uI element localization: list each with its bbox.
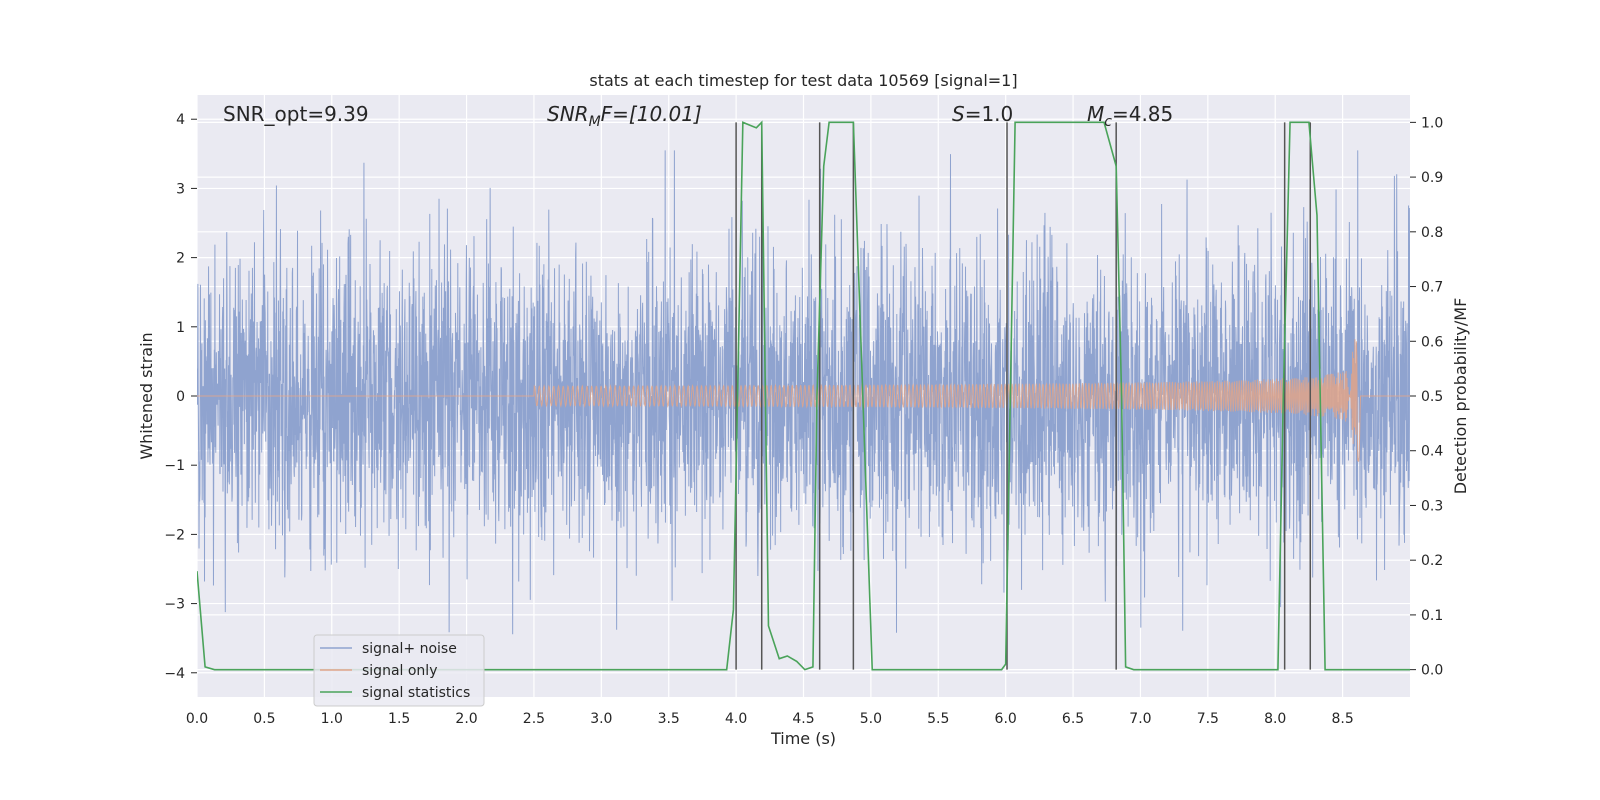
annotation-mc-var: M: [1087, 102, 1104, 126]
y-tick-label-right: 1.0: [1421, 115, 1443, 131]
x-tick-label: 7.0: [1129, 711, 1151, 727]
y-tick-label-right: 0.0: [1421, 663, 1443, 679]
legend-frame: [313, 634, 485, 707]
y-tick-label-right: 0.7: [1421, 280, 1443, 296]
y-tick-label-right: 0.2: [1421, 553, 1443, 569]
y-tick-label-left: −4: [164, 666, 185, 682]
y-axis-label-left: Whitened strain: [137, 332, 156, 459]
chart-title: stats at each timestep for test data 105…: [589, 71, 1017, 90]
x-tick-label: 0.0: [186, 711, 208, 727]
y-tick-label-left: 1: [176, 320, 185, 336]
y-tick-label-right: 0.1: [1421, 608, 1443, 624]
x-tick-label: 3.0: [590, 711, 612, 727]
x-tick-label: 6.5: [1062, 711, 1084, 727]
x-tick-label: 4.5: [792, 711, 814, 727]
annotation-s: S=1.0: [952, 102, 1013, 126]
x-tick-label: 1.5: [388, 711, 410, 727]
x-axis-label: Time (s): [770, 729, 836, 748]
x-tick-label: 2.5: [523, 711, 545, 727]
y-tick-label-right: 0.9: [1421, 170, 1443, 186]
vertical-markers: [735, 122, 1312, 670]
y-axis-label-right: Detection probability/MF: [1451, 298, 1470, 495]
x-tick-label: 2.0: [455, 711, 477, 727]
x-tick-label: 1.0: [321, 711, 343, 727]
legend-label-signal-noise: signal+ noise: [362, 641, 457, 657]
annotation-mc-value: =4.85: [1112, 102, 1173, 126]
x-tick-label: 0.5: [253, 711, 275, 727]
annotation-snr-mf-var: SNR: [547, 102, 589, 126]
x-tick-label: 7.5: [1197, 711, 1219, 727]
annotation-s-var: S: [952, 102, 965, 126]
y-tick-label-left: 2: [176, 251, 185, 267]
y-tick-label-left: −3: [164, 597, 185, 613]
axes-ticks: 0.0 0.5 1.0 1.5 2.0 2.5 3.0 3.5 4.0 4.5 5.0 5.5 6.0 6…: [164, 112, 1443, 727]
annotation-snr-opt: SNR_opt=9.39: [223, 102, 369, 126]
x-tick-label: 3.5: [658, 711, 680, 727]
y-tick-label-right: 0.8: [1421, 225, 1443, 241]
y-tick-label-right: 0.5: [1421, 389, 1443, 405]
series-signal-only: [197, 339, 1410, 462]
y-tick-label-left: −2: [164, 527, 185, 543]
legend-label-signal-statistics: signal statistics: [362, 685, 470, 701]
x-tick-label: 6.0: [995, 711, 1017, 727]
x-tick-label: 8.5: [1331, 711, 1353, 727]
annotation-mc-subscript: c: [1104, 114, 1112, 130]
y-tick-label-left: 3: [176, 181, 185, 197]
annotation-snr-mf-value: F=[10.01]: [601, 102, 702, 126]
y-tick-label-left: −1: [164, 458, 185, 474]
legend: signal+ noise signal only signal statist…: [313, 634, 485, 707]
x-tick-label: 5.0: [860, 711, 882, 727]
annotation-snr-mf: SNRMF=[10.01]: [547, 102, 702, 130]
series-signal-statistics: [197, 120, 1410, 671]
series-signal-noise: [197, 150, 1410, 635]
y-tick-label-right: 0.6: [1421, 334, 1443, 350]
legend-label-signal-only: signal only: [362, 663, 437, 679]
x-tick-label: 8.0: [1264, 711, 1286, 727]
y-tick-label-right: 0.4: [1421, 444, 1443, 460]
x-tick-label: 4.0: [725, 711, 747, 727]
annotation-mc: Mc=4.85: [1087, 102, 1173, 130]
y-tick-label-left: 0: [176, 389, 185, 405]
annotation-s-value: =1.0: [965, 102, 1014, 126]
annotation-snr-mf-subscript: M: [589, 114, 601, 130]
x-tick-label: 5.5: [927, 711, 949, 727]
y-tick-label-right: 0.3: [1421, 498, 1443, 514]
y-tick-label-left: 4: [176, 112, 185, 128]
